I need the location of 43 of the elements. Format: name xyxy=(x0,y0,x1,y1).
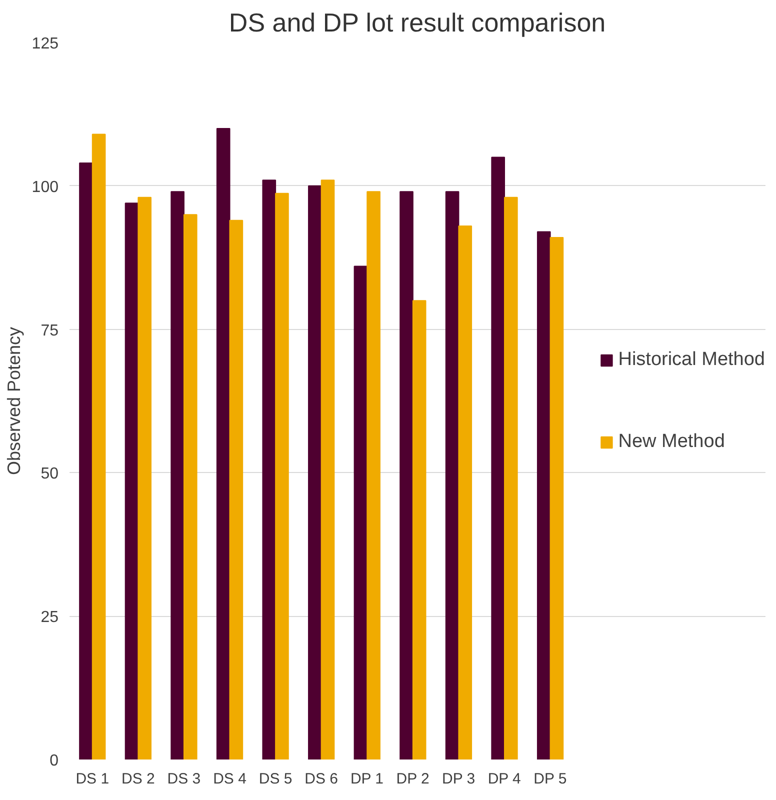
x-tick-label: DP 4 xyxy=(488,770,521,788)
chart-title: DS and DP lot result comparison xyxy=(228,8,606,38)
bar xyxy=(366,191,380,760)
x-tick-label: DP 2 xyxy=(396,770,430,788)
x-tick-label: DS 2 xyxy=(122,770,155,788)
bar xyxy=(170,191,184,760)
y-tick-label: 0 xyxy=(50,752,59,770)
bar xyxy=(491,156,505,760)
y-axis-title: Observed Potency xyxy=(4,326,24,476)
x-tick-label: DP 3 xyxy=(442,770,476,788)
y-tick-label: 75 xyxy=(40,322,59,340)
y-tick-label: 100 xyxy=(32,178,59,196)
bar xyxy=(138,196,152,760)
bar xyxy=(354,266,368,760)
bar xyxy=(92,134,106,760)
bar xyxy=(216,128,230,760)
y-tick-label: 125 xyxy=(32,36,59,52)
bar xyxy=(412,300,426,760)
bar xyxy=(536,231,551,760)
x-tick-label: DS 1 xyxy=(76,770,110,788)
x-tick-label: DS 4 xyxy=(213,770,246,788)
x-tick-label: DP 1 xyxy=(350,770,384,788)
bar xyxy=(308,185,322,760)
bar xyxy=(550,237,564,760)
bar xyxy=(320,180,335,760)
bar xyxy=(275,192,289,760)
bar xyxy=(183,214,198,760)
bar xyxy=(504,196,518,760)
bar xyxy=(124,202,139,760)
x-tick-label: DS 3 xyxy=(167,770,201,788)
y-tick-label: 50 xyxy=(40,466,59,483)
x-tick-label: DS 5 xyxy=(258,770,292,788)
bar xyxy=(400,191,414,760)
bar xyxy=(79,162,93,760)
x-tick-label: DP 5 xyxy=(534,770,567,788)
legend-label: Historical Method xyxy=(618,348,765,370)
legend-label: New Method xyxy=(618,430,725,452)
x-tick-label: DS 6 xyxy=(304,770,338,788)
bar xyxy=(229,220,244,760)
bar xyxy=(262,180,276,760)
bar xyxy=(458,226,472,760)
bar xyxy=(445,191,460,760)
y-tick-label: 25 xyxy=(40,609,59,626)
